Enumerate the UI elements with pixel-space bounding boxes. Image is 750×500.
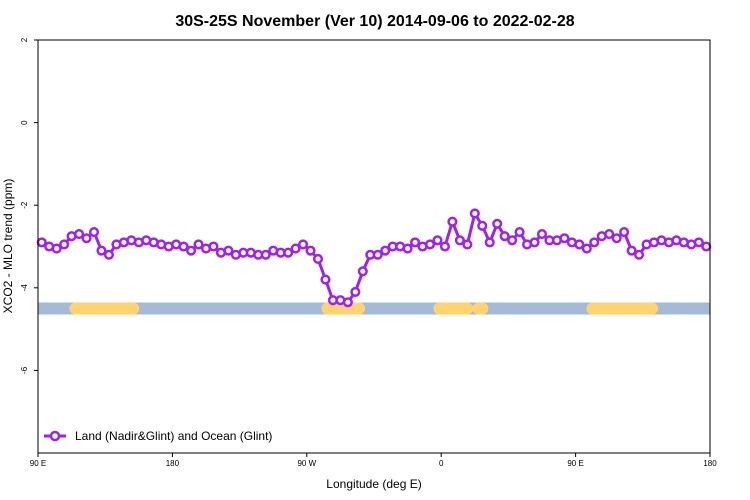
chart-title: 30S-25S November (Ver 10) 2014-09-06 to … [175,13,574,30]
x-tick-label: 180 [703,459,717,468]
series-layer [36,208,712,308]
data-point [484,237,495,248]
x-tick-label: 0 [439,459,444,468]
data-point [357,266,368,277]
x-axis-label: Longitude (deg E) [326,477,421,491]
data-point [574,239,585,250]
data-point [74,229,85,240]
y-axis: 2 0 -2 -4 -6 [20,37,38,374]
data-point [634,249,645,260]
data-point [432,235,443,246]
data-point [312,253,324,264]
legend: Land (Nadir&Glint) and Ocean (Glint) [44,429,272,443]
data-point [581,243,592,254]
data-point [193,239,204,250]
y-tick-label: 0 [20,120,29,125]
data-point [298,239,309,250]
data-point [424,239,436,250]
data-point [469,208,480,219]
data-point [701,241,712,252]
data-point [462,239,473,250]
data-point [492,218,503,229]
x-tick-label: 90 W [297,459,316,468]
data-point [454,235,465,246]
x-tick-label: 90 E [567,459,583,468]
data-point [51,243,62,254]
data-point [514,226,525,238]
y-tick-label: -6 [20,366,29,374]
data-point [178,241,189,252]
data-point [604,229,615,240]
data-point [223,245,234,256]
x-axis: 90 E 180 90 W 0 90 E 180 [30,453,717,468]
data-point [350,286,361,297]
data-point [589,237,600,248]
data-point [611,233,622,244]
data-point [626,245,637,256]
y-tick-label: -4 [20,284,29,292]
y-axis-label: XCO2 - MLO trend (ppm) [1,179,15,314]
y-tick-label: -2 [20,201,29,209]
data-point [290,243,301,254]
data-point [559,233,570,244]
data-point [96,245,107,256]
data-point [447,216,458,227]
data-point [81,233,92,244]
y-tick-label: 2 [20,37,29,42]
data-point [536,229,548,240]
data-point [260,249,271,260]
data-point [499,231,510,242]
data-point [410,237,421,248]
data-point [372,249,383,260]
data-point [342,297,353,308]
plot-frame [37,39,711,454]
data-point [693,237,704,248]
data-point [380,245,391,256]
data-point [320,274,331,285]
data-point [88,226,100,238]
data-point [103,249,114,260]
data-point [208,241,219,252]
data-point [305,245,316,256]
data-point [283,247,294,258]
data-point [186,245,197,256]
data-point [507,235,518,246]
x-tick-label: 90 E [30,459,46,468]
legend-marker [49,430,61,442]
legend-label: Land (Nadir&Glint) and Ocean (Glint) [75,429,272,443]
data-point [402,243,413,254]
x-tick-label: 180 [166,459,180,468]
data-point [529,237,540,248]
data-point [619,226,630,238]
data-point [59,239,70,250]
data-point [477,220,488,231]
data-point [439,241,450,252]
